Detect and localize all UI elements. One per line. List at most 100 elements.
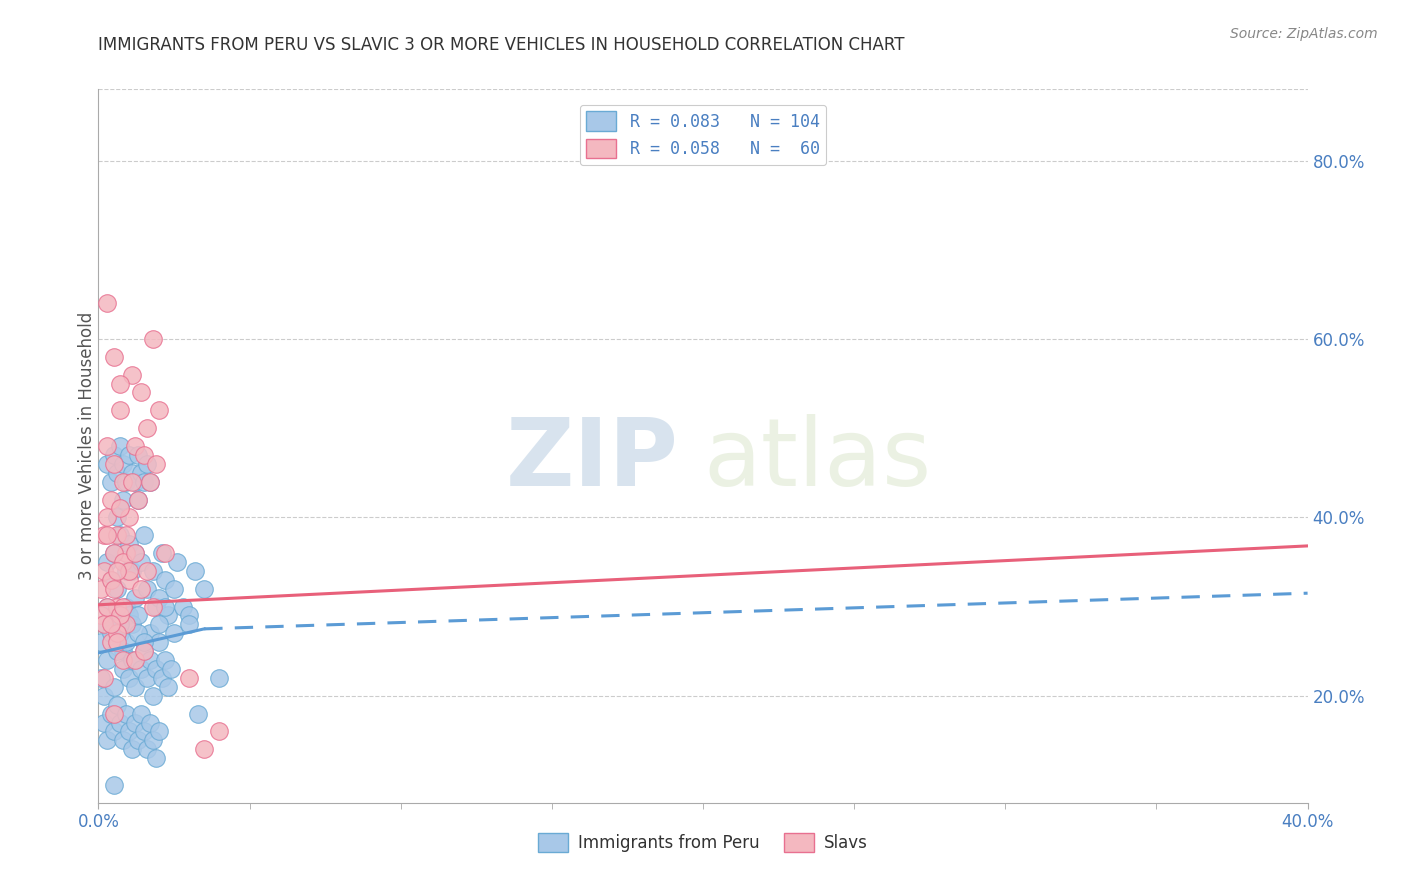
Point	[114, 564, 136, 578]
Point	[105, 698, 128, 712]
Point	[124, 439, 146, 453]
Point	[103, 350, 125, 364]
Point	[100, 573, 122, 587]
Point	[148, 635, 170, 649]
Point	[193, 582, 215, 596]
Point	[127, 492, 149, 507]
Point	[103, 706, 125, 721]
Point	[108, 403, 131, 417]
Point	[129, 385, 152, 400]
Point	[111, 492, 134, 507]
Point	[114, 528, 136, 542]
Point	[135, 671, 157, 685]
Point	[114, 706, 136, 721]
Point	[121, 466, 143, 480]
Point	[114, 635, 136, 649]
Legend: Immigrants from Peru, Slavs: Immigrants from Peru, Slavs	[531, 826, 875, 859]
Point	[108, 715, 131, 730]
Point	[193, 742, 215, 756]
Point	[93, 528, 115, 542]
Point	[105, 510, 128, 524]
Point	[132, 644, 155, 658]
Point	[103, 778, 125, 792]
Point	[108, 439, 131, 453]
Point	[121, 653, 143, 667]
Point	[142, 332, 165, 346]
Point	[118, 564, 141, 578]
Point	[135, 582, 157, 596]
Point	[142, 599, 165, 614]
Point	[108, 608, 131, 623]
Point	[96, 599, 118, 614]
Point	[124, 680, 146, 694]
Point	[100, 617, 122, 632]
Point	[145, 599, 167, 614]
Point	[100, 635, 122, 649]
Point	[100, 626, 122, 640]
Point	[93, 564, 115, 578]
Point	[90, 635, 112, 649]
Point	[118, 510, 141, 524]
Point	[124, 475, 146, 489]
Point	[148, 591, 170, 605]
Point	[142, 564, 165, 578]
Point	[150, 546, 173, 560]
Point	[127, 626, 149, 640]
Point	[105, 626, 128, 640]
Point	[105, 564, 128, 578]
Point	[100, 475, 122, 489]
Point	[93, 671, 115, 685]
Text: ZIP: ZIP	[506, 414, 679, 507]
Point	[135, 564, 157, 578]
Point	[127, 733, 149, 747]
Point	[96, 528, 118, 542]
Point	[148, 724, 170, 739]
Point	[139, 653, 162, 667]
Point	[103, 680, 125, 694]
Point	[114, 617, 136, 632]
Point	[156, 680, 179, 694]
Point	[103, 724, 125, 739]
Point	[111, 653, 134, 667]
Point	[96, 653, 118, 667]
Point	[124, 653, 146, 667]
Point	[187, 706, 209, 721]
Point	[105, 582, 128, 596]
Point	[111, 644, 134, 658]
Point	[93, 617, 115, 632]
Point	[96, 439, 118, 453]
Y-axis label: 3 or more Vehicles in Household: 3 or more Vehicles in Household	[79, 312, 96, 580]
Point	[114, 546, 136, 560]
Point	[135, 742, 157, 756]
Point	[179, 608, 201, 623]
Point	[124, 546, 146, 560]
Point	[129, 706, 152, 721]
Point	[121, 368, 143, 382]
Point	[179, 617, 201, 632]
Point	[139, 715, 162, 730]
Point	[160, 662, 183, 676]
Point	[103, 582, 125, 596]
Point	[108, 626, 131, 640]
Point	[132, 724, 155, 739]
Point	[129, 662, 152, 676]
Point	[96, 555, 118, 569]
Point	[105, 466, 128, 480]
Point	[108, 528, 131, 542]
Point	[90, 582, 112, 596]
Point	[118, 448, 141, 462]
Point	[96, 599, 118, 614]
Point	[103, 457, 125, 471]
Point	[105, 644, 128, 658]
Point	[121, 742, 143, 756]
Point	[105, 635, 128, 649]
Point	[121, 564, 143, 578]
Point	[132, 528, 155, 542]
Point	[93, 689, 115, 703]
Point	[163, 582, 186, 596]
Point	[153, 599, 176, 614]
Text: atlas: atlas	[703, 414, 931, 507]
Point	[103, 608, 125, 623]
Text: IMMIGRANTS FROM PERU VS SLAVIC 3 OR MORE VEHICLES IN HOUSEHOLD CORRELATION CHART: IMMIGRANTS FROM PERU VS SLAVIC 3 OR MORE…	[98, 36, 905, 54]
Point	[129, 582, 152, 596]
